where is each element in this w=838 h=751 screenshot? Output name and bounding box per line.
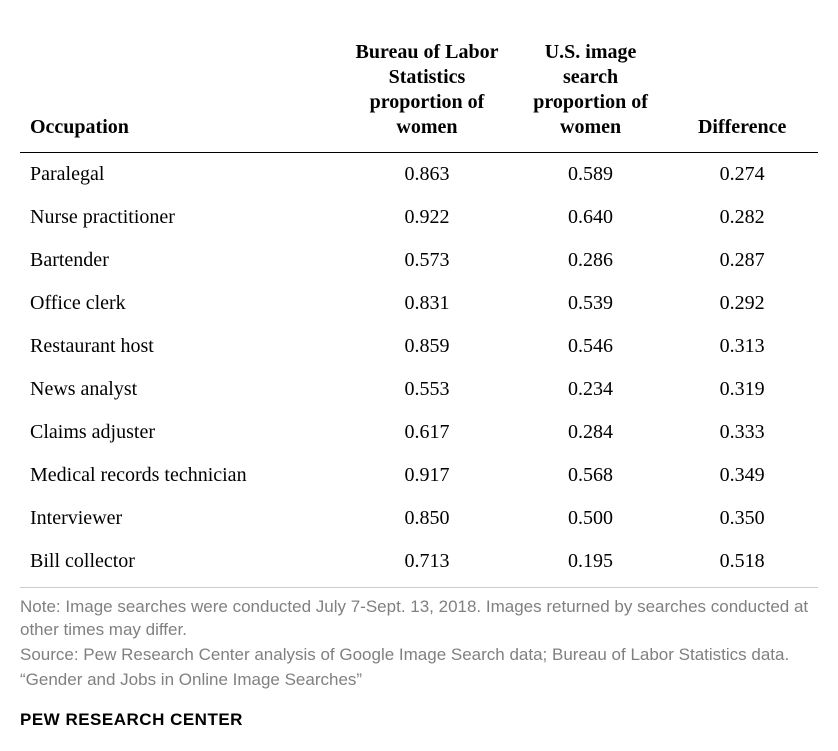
table-row: Interviewer0.8500.5000.350 <box>20 497 818 540</box>
table-row: Bartender0.5730.2860.287 <box>20 239 818 282</box>
cell-difference: 0.274 <box>666 153 818 197</box>
cell-image-search: 0.589 <box>515 153 667 197</box>
cell-occupation: Restaurant host <box>20 325 339 368</box>
col-header-occupation: Occupation <box>20 30 339 153</box>
cell-image-search: 0.640 <box>515 196 667 239</box>
col-header-difference: Difference <box>666 30 818 153</box>
table-header-row: Occupation Bureau of Labor Statistics pr… <box>20 30 818 153</box>
title-reference-line: “Gender and Jobs in Online Image Searche… <box>20 669 818 692</box>
cell-bls: 0.917 <box>339 454 515 497</box>
cell-difference: 0.287 <box>666 239 818 282</box>
cell-bls: 0.863 <box>339 153 515 197</box>
cell-occupation: Interviewer <box>20 497 339 540</box>
cell-difference: 0.292 <box>666 282 818 325</box>
cell-image-search: 0.286 <box>515 239 667 282</box>
footer-brand: PEW RESEARCH CENTER <box>20 710 818 730</box>
col-header-bls: Bureau of Labor Statistics proportion of… <box>339 30 515 153</box>
cell-bls: 0.553 <box>339 368 515 411</box>
table-row: Nurse practitioner0.9220.6400.282 <box>20 196 818 239</box>
cell-image-search: 0.539 <box>515 282 667 325</box>
source-line: Source: Pew Research Center analysis of … <box>20 644 818 667</box>
cell-bls: 0.859 <box>339 325 515 368</box>
cell-bls: 0.617 <box>339 411 515 454</box>
cell-bls: 0.713 <box>339 540 515 588</box>
table-row: Claims adjuster0.6170.2840.333 <box>20 411 818 454</box>
cell-occupation: Bartender <box>20 239 339 282</box>
table-row: Medical records technician0.9170.5680.34… <box>20 454 818 497</box>
cell-occupation: Bill collector <box>20 540 339 588</box>
cell-image-search: 0.546 <box>515 325 667 368</box>
cell-difference: 0.518 <box>666 540 818 588</box>
cell-difference: 0.319 <box>666 368 818 411</box>
cell-occupation: Medical records technician <box>20 454 339 497</box>
cell-difference: 0.349 <box>666 454 818 497</box>
cell-occupation: Office clerk <box>20 282 339 325</box>
cell-difference: 0.350 <box>666 497 818 540</box>
cell-image-search: 0.500 <box>515 497 667 540</box>
notes-block: Note: Image searches were conducted July… <box>20 596 818 692</box>
cell-difference: 0.282 <box>666 196 818 239</box>
cell-difference: 0.333 <box>666 411 818 454</box>
table-row: Restaurant host0.8590.5460.313 <box>20 325 818 368</box>
cell-image-search: 0.568 <box>515 454 667 497</box>
table-body: Paralegal0.8630.5890.274Nurse practition… <box>20 153 818 588</box>
table-row: Bill collector0.7130.1950.518 <box>20 540 818 588</box>
cell-occupation: Nurse practitioner <box>20 196 339 239</box>
data-table-container: Occupation Bureau of Labor Statistics pr… <box>20 30 818 588</box>
table-row: News analyst0.5530.2340.319 <box>20 368 818 411</box>
cell-bls: 0.573 <box>339 239 515 282</box>
data-table: Occupation Bureau of Labor Statistics pr… <box>20 30 818 588</box>
cell-image-search: 0.234 <box>515 368 667 411</box>
cell-occupation: News analyst <box>20 368 339 411</box>
cell-image-search: 0.195 <box>515 540 667 588</box>
cell-bls: 0.922 <box>339 196 515 239</box>
col-header-image-search: U.S. image search proportion of women <box>515 30 667 153</box>
cell-bls: 0.831 <box>339 282 515 325</box>
note-line: Note: Image searches were conducted July… <box>20 596 818 642</box>
cell-occupation: Paralegal <box>20 153 339 197</box>
table-row: Paralegal0.8630.5890.274 <box>20 153 818 197</box>
table-row: Office clerk0.8310.5390.292 <box>20 282 818 325</box>
cell-occupation: Claims adjuster <box>20 411 339 454</box>
cell-difference: 0.313 <box>666 325 818 368</box>
cell-image-search: 0.284 <box>515 411 667 454</box>
cell-bls: 0.850 <box>339 497 515 540</box>
